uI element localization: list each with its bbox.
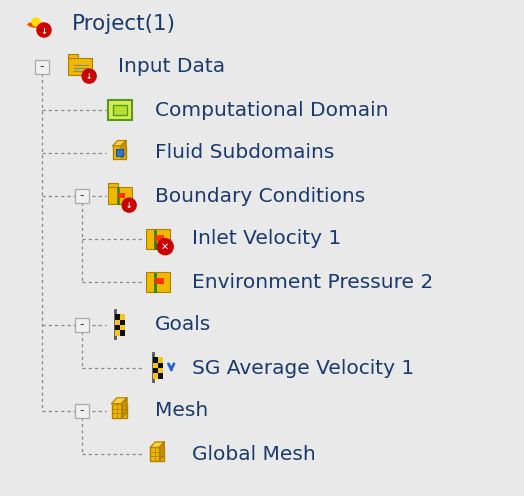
Text: ↓: ↓ (40, 26, 48, 36)
Text: -: - (80, 405, 84, 418)
FancyBboxPatch shape (68, 58, 92, 75)
Text: ↓: ↓ (126, 201, 132, 210)
Polygon shape (121, 140, 126, 159)
Circle shape (37, 23, 51, 37)
Text: Inlet Velocity 1: Inlet Velocity 1 (192, 230, 341, 248)
FancyBboxPatch shape (112, 404, 127, 419)
Text: Environment Pressure 2: Environment Pressure 2 (192, 272, 433, 292)
Text: Global Mesh: Global Mesh (192, 444, 316, 463)
FancyBboxPatch shape (116, 149, 123, 156)
FancyBboxPatch shape (155, 236, 163, 242)
FancyBboxPatch shape (115, 314, 120, 320)
Circle shape (122, 198, 136, 212)
FancyBboxPatch shape (147, 272, 170, 292)
FancyBboxPatch shape (115, 325, 120, 330)
FancyBboxPatch shape (158, 363, 163, 368)
Text: Fluid Subdomains: Fluid Subdomains (155, 143, 334, 163)
Text: Boundary Conditions: Boundary Conditions (155, 186, 365, 205)
FancyBboxPatch shape (113, 105, 127, 115)
FancyBboxPatch shape (120, 314, 125, 320)
FancyBboxPatch shape (150, 447, 164, 461)
Text: Input Data: Input Data (118, 58, 225, 76)
FancyBboxPatch shape (152, 373, 158, 378)
Text: Project(1): Project(1) (72, 14, 176, 34)
Circle shape (32, 18, 40, 26)
FancyBboxPatch shape (155, 278, 163, 284)
Text: Mesh: Mesh (155, 401, 208, 421)
Polygon shape (113, 140, 126, 146)
Text: Computational Domain: Computational Domain (155, 101, 388, 120)
FancyBboxPatch shape (75, 318, 89, 332)
FancyBboxPatch shape (35, 60, 49, 74)
Polygon shape (112, 398, 127, 404)
Text: -: - (80, 189, 84, 202)
FancyBboxPatch shape (68, 54, 78, 59)
FancyBboxPatch shape (120, 325, 125, 330)
FancyBboxPatch shape (108, 183, 118, 187)
FancyBboxPatch shape (75, 189, 89, 203)
FancyBboxPatch shape (152, 363, 158, 368)
FancyBboxPatch shape (108, 187, 132, 204)
Polygon shape (122, 398, 127, 419)
FancyBboxPatch shape (158, 358, 163, 363)
Polygon shape (159, 442, 164, 461)
Circle shape (82, 69, 96, 83)
FancyBboxPatch shape (120, 320, 125, 325)
Polygon shape (150, 442, 164, 447)
Circle shape (157, 239, 173, 254)
Text: ✕: ✕ (161, 242, 169, 252)
FancyBboxPatch shape (115, 320, 120, 325)
FancyBboxPatch shape (120, 330, 125, 336)
FancyBboxPatch shape (152, 358, 158, 363)
FancyBboxPatch shape (108, 100, 132, 120)
Text: -: - (80, 318, 84, 331)
FancyBboxPatch shape (75, 404, 89, 418)
Text: SG Average Velocity 1: SG Average Velocity 1 (192, 359, 414, 377)
Text: -: - (40, 61, 44, 73)
Text: Goals: Goals (155, 315, 211, 334)
FancyBboxPatch shape (158, 368, 163, 373)
FancyBboxPatch shape (147, 229, 170, 249)
Text: ↓: ↓ (86, 72, 92, 81)
FancyBboxPatch shape (152, 368, 158, 373)
FancyBboxPatch shape (117, 192, 125, 198)
FancyBboxPatch shape (115, 330, 120, 336)
FancyBboxPatch shape (158, 373, 163, 378)
FancyBboxPatch shape (113, 146, 126, 159)
